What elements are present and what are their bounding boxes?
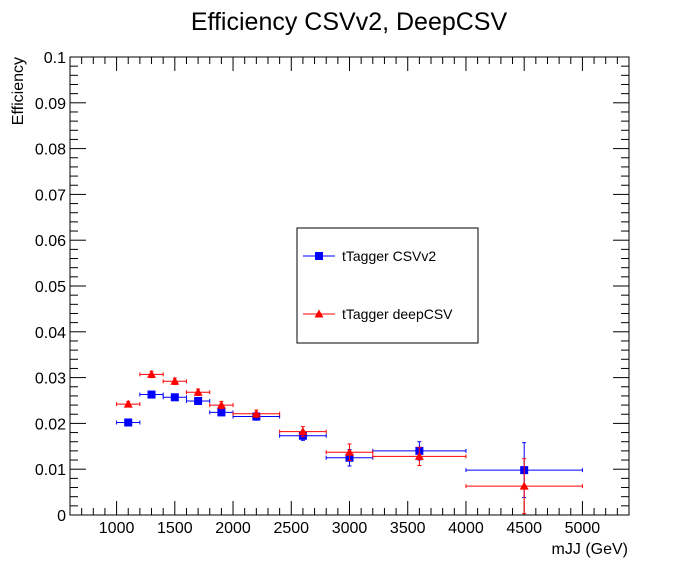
- x-tick-label: 1500: [157, 520, 193, 537]
- y-tick-label: 0.06: [35, 233, 66, 250]
- data-point-triangle: [414, 451, 424, 460]
- chart-title: Efficiency CSVv2, DeepCSV: [191, 8, 508, 36]
- y-tick-label: 0.03: [35, 371, 66, 388]
- data-point-triangle: [251, 409, 261, 418]
- y-tick-label: 0.1: [44, 50, 66, 67]
- data-point-triangle: [345, 447, 354, 456]
- data-point-square: [217, 408, 226, 417]
- data-point-triangle: [170, 376, 180, 385]
- x-tick-label: 3000: [332, 520, 368, 537]
- series-deepcsv: [116, 369, 583, 515]
- legend-triangle-marker-icon: [314, 309, 324, 318]
- x-tick-label: 1000: [99, 520, 135, 537]
- data-series: [116, 369, 583, 515]
- data-point-triangle: [216, 400, 226, 409]
- x-tick-label: 3500: [390, 520, 426, 537]
- y-tick-label: 0.07: [35, 187, 66, 204]
- y-tick-label: 0.02: [35, 416, 66, 433]
- y-tick-label: 0.05: [35, 279, 66, 296]
- data-point-square: [170, 393, 179, 402]
- x-tick-label: 5000: [565, 520, 601, 537]
- axis-ticks: [70, 56, 629, 516]
- data-point-triangle: [298, 427, 308, 436]
- legend-box: [296, 227, 479, 344]
- y-tick-label: 0.01: [35, 462, 66, 479]
- legend: tTagger CSVv2 tTagger deepCSV: [296, 227, 479, 344]
- y-tick-labels: 0 0.01 0.02 0.03 0.04 0.05 0.06 0.07 0.08 0.09 0.1: [35, 50, 66, 525]
- data-point-triangle: [193, 387, 203, 396]
- y-tick-label: 0.08: [35, 142, 66, 159]
- legend-label-deepcsv: tTagger deepCSV: [342, 306, 453, 322]
- legend-square-marker-icon: [315, 252, 323, 260]
- x-tick-label: 4500: [506, 520, 542, 537]
- y-tick-label: 0.09: [35, 96, 66, 113]
- data-point-square: [194, 396, 203, 405]
- data-point-square: [124, 418, 133, 427]
- data-point-triangle: [123, 399, 133, 408]
- data-point-triangle: [519, 481, 529, 490]
- x-tick-label: 2500: [273, 520, 309, 537]
- y-tick-label: 0.04: [35, 325, 66, 342]
- x-tick-label: 2000: [215, 520, 251, 537]
- data-point-square: [147, 390, 156, 399]
- x-axis-label: mJJ (GeV): [552, 541, 628, 558]
- legend-label-csvv2: tTagger CSVv2: [342, 248, 436, 264]
- x-tick-labels: 1000 1500 2000 2500 3000 3500 4000 4500 5000: [99, 520, 601, 537]
- y-axis-label: Efficiency: [10, 57, 27, 125]
- data-point-triangle: [147, 369, 157, 378]
- y-tick-label: 0: [57, 508, 66, 525]
- x-tick-label: 4000: [448, 520, 484, 537]
